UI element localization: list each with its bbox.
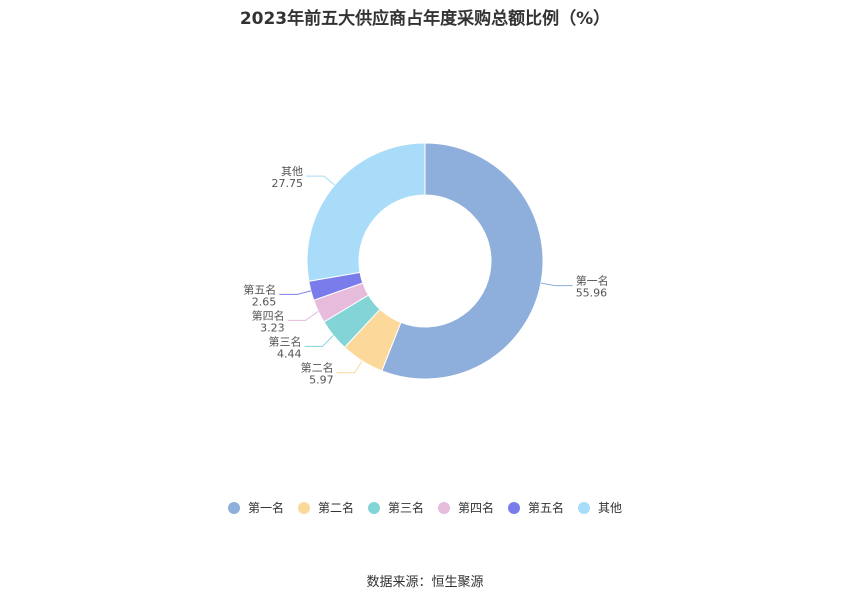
legend-label: 第三名 bbox=[387, 501, 424, 515]
slice-label-name-1: 第一名 bbox=[576, 274, 609, 288]
slice-label-value-5: 2.65 bbox=[252, 295, 277, 308]
leader-line-1 bbox=[540, 282, 573, 287]
legend-marker bbox=[438, 501, 450, 514]
leader-line-5 bbox=[279, 290, 311, 295]
legend-item-6[interactable]: 其他 bbox=[578, 499, 622, 516]
leader-line-6 bbox=[305, 175, 335, 186]
legend-label: 第五名 bbox=[528, 501, 565, 515]
legend-marker bbox=[578, 501, 591, 514]
slice-6[interactable] bbox=[306, 142, 426, 282]
leader-line-3 bbox=[304, 335, 334, 347]
legend-marker bbox=[227, 501, 240, 514]
legend-marker bbox=[297, 501, 310, 514]
slice-label-name-4: 第四名 bbox=[252, 308, 285, 322]
slice-label-value-6: 27.75 bbox=[271, 177, 303, 190]
legend-item-3[interactable]: 第三名 bbox=[367, 499, 424, 516]
chart-legend: 第一名 第二名 第三名 第四名 第五名 其他 bbox=[0, 499, 850, 516]
legend-label: 其他 bbox=[598, 501, 623, 515]
legend-marker bbox=[508, 501, 521, 514]
slice-label-value-3: 4.44 bbox=[277, 347, 302, 360]
legend-item-4[interactable]: 第四名 bbox=[438, 499, 494, 516]
legend-label: 第二名 bbox=[317, 501, 354, 515]
legend-label: 第四名 bbox=[458, 501, 495, 515]
legend-label: 第一名 bbox=[247, 501, 284, 515]
slice-label-value-4: 3.23 bbox=[260, 321, 285, 334]
slice-label-name-2: 第二名 bbox=[301, 361, 334, 375]
legend-item-2[interactable]: 第二名 bbox=[297, 499, 354, 516]
slice-label-value-1: 55.96 bbox=[576, 287, 608, 300]
slice-label-name-3: 第三名 bbox=[269, 334, 302, 348]
slice-label-name-6: 其他 bbox=[281, 165, 303, 178]
slice-label-name-5: 第五名 bbox=[243, 282, 276, 296]
slice-1[interactable] bbox=[381, 142, 544, 380]
legend-item-1[interactable]: 第一名 bbox=[227, 499, 284, 516]
data-source: 数据来源：恒生聚源 bbox=[366, 575, 484, 590]
slice-label-value-2: 5.97 bbox=[309, 374, 334, 387]
legend-item-5[interactable]: 第五名 bbox=[508, 499, 564, 516]
chart-title: 2023年前五大供应商占年度采购总额比例（%） bbox=[239, 9, 611, 29]
leader-line-2 bbox=[336, 360, 363, 374]
legend-marker bbox=[367, 501, 380, 514]
leader-line-4 bbox=[287, 310, 319, 321]
